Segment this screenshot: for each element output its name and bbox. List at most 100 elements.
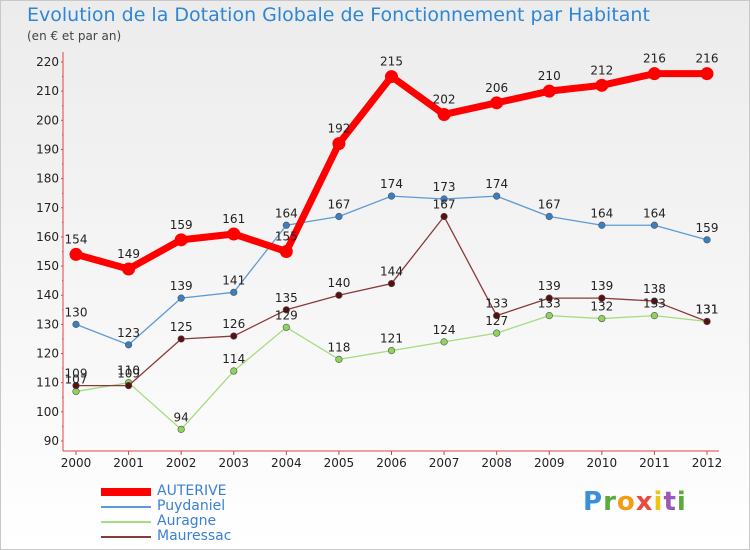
data-label-auragne: 132	[590, 300, 613, 314]
y-tick-label: 110	[36, 376, 59, 390]
x-tick-label: 2005	[324, 456, 355, 470]
data-point-mauressac[interactable]	[703, 317, 711, 326]
data-label-auterive: 161	[222, 212, 245, 226]
data-point-mauressac[interactable]	[72, 382, 80, 390]
data-label-puydaniel: 130	[65, 305, 88, 319]
data-label-puydaniel: 174	[380, 177, 403, 191]
data-point-mauressac[interactable]	[177, 335, 185, 343]
data-point-puydaniel[interactable]	[545, 212, 553, 221]
data-point-mauressac[interactable]	[387, 279, 396, 288]
data-point-mauressac[interactable]	[440, 212, 448, 221]
y-tick-label: 140	[36, 288, 59, 302]
data-label-auterive: 212	[590, 63, 613, 77]
legend-item-mauressac[interactable]: Mauressac	[101, 529, 231, 544]
data-point-puydaniel[interactable]	[493, 192, 501, 200]
legend-swatch-auterive	[101, 487, 151, 496]
data-label-mauressac: 144	[380, 265, 403, 279]
data-point-puydaniel[interactable]	[282, 221, 290, 229]
data-point-auterive[interactable]	[542, 84, 556, 98]
data-label-auragne: 127	[485, 314, 508, 328]
data-point-auterive[interactable]	[69, 247, 83, 261]
data-point-auterive[interactable]	[227, 227, 241, 241]
logo-letter: P	[583, 487, 604, 517]
y-tick-label: 150	[36, 259, 59, 273]
data-point-mauressac[interactable]	[282, 306, 290, 314]
data-point-puydaniel[interactable]	[335, 212, 343, 221]
data-point-mauressac[interactable]	[650, 297, 659, 305]
data-point-auragne[interactable]	[335, 355, 343, 363]
data-point-auragne[interactable]	[650, 312, 659, 320]
data-point-puydaniel[interactable]	[387, 192, 396, 200]
data-point-puydaniel[interactable]	[124, 341, 133, 349]
logo-letter: o	[616, 487, 636, 517]
x-tick-label: 2011	[639, 456, 670, 470]
data-point-auragne[interactable]	[177, 425, 185, 433]
data-point-mauressac[interactable]	[335, 291, 343, 299]
y-axis-ticks: 90 100 110 120 130 140 150 160 170 180 190 200 210 22…	[36, 55, 63, 448]
data-label-mauressac: 126	[222, 317, 245, 331]
series-mauressac	[72, 212, 711, 390]
legend-item-auragne[interactable]: Auragne	[101, 514, 231, 529]
data-point-auragne[interactable]	[493, 329, 501, 337]
x-tick-label: 2012	[692, 456, 723, 470]
legend-item-auterive[interactable]: AUTERIVE	[101, 484, 231, 499]
data-point-auterive[interactable]	[332, 137, 346, 151]
data-point-puydaniel[interactable]	[440, 195, 448, 203]
data-label-puydaniel: 164	[275, 206, 298, 220]
series-line-auterive	[75, 70, 707, 273]
data-point-auterive[interactable]	[437, 107, 451, 121]
data-point-puydaniel[interactable]	[72, 320, 80, 328]
data-point-auterive[interactable]	[122, 262, 136, 276]
data-point-mauressac[interactable]	[230, 332, 238, 340]
legend-item-puydaniel[interactable]: Puydaniel	[101, 499, 231, 514]
data-point-auterive[interactable]	[279, 245, 293, 258]
data-point-mauressac[interactable]	[545, 294, 553, 302]
data-point-puydaniel[interactable]	[598, 221, 606, 229]
data-label-auterive: 206	[485, 81, 508, 95]
x-tick-label: 2010	[587, 456, 618, 470]
data-point-mauressac[interactable]	[493, 312, 501, 320]
data-label-auragne: 133	[643, 297, 666, 311]
data-label-auragne: 118	[327, 340, 350, 354]
data-point-puydaniel[interactable]	[703, 236, 711, 244]
data-point-puydaniel[interactable]	[177, 294, 185, 302]
data-label-puydaniel: 141	[222, 273, 245, 287]
logo-letter: i	[653, 487, 664, 517]
data-point-puydaniel[interactable]	[650, 221, 659, 229]
legend-swatch-mauressac	[101, 535, 151, 538]
data-label-mauressac: 109	[65, 367, 88, 381]
x-tick-label: 2007	[429, 456, 460, 470]
data-point-auragne[interactable]	[282, 323, 290, 331]
data-label-mauressac: 167	[433, 198, 456, 212]
data-point-mauressac[interactable]	[124, 382, 133, 390]
data-point-auragne[interactable]	[230, 367, 238, 375]
data-labels: 107 110 94 114 129 118 121 124 127 133 132 133 131 10…	[65, 52, 719, 425]
data-point-auterive[interactable]	[595, 78, 609, 92]
data-point-auterive[interactable]	[174, 233, 188, 247]
data-point-auterive[interactable]	[647, 67, 661, 81]
legend-label-mauressac: Mauressac	[157, 528, 232, 544]
data-label-auterive: 192	[327, 122, 350, 136]
data-point-mauressac[interactable]	[598, 294, 606, 302]
data-label-puydaniel: 139	[170, 279, 193, 293]
chart-title: Evolution de la Dotation Globale de Fonc…	[27, 4, 650, 26]
data-point-auterive[interactable]	[385, 70, 398, 84]
x-tick-label: 2006	[376, 456, 407, 470]
data-point-auragne[interactable]	[545, 312, 553, 320]
data-point-auterive[interactable]	[490, 96, 504, 110]
logo-letter: x	[635, 487, 654, 517]
data-label-mauressac: 140	[327, 276, 350, 290]
proxiti-logo: Proxiti	[583, 487, 687, 517]
data-point-auterive[interactable]	[700, 67, 714, 81]
logo-letter: r	[603, 487, 617, 517]
y-tick-label: 180	[36, 172, 59, 186]
data-point-auragne[interactable]	[440, 338, 448, 346]
data-label-puydaniel: 167	[538, 198, 561, 212]
data-point-puydaniel[interactable]	[230, 288, 238, 296]
x-tick-label: 2003	[218, 456, 249, 470]
data-point-auragne[interactable]	[598, 314, 606, 323]
y-tick-label: 100	[36, 405, 59, 419]
data-label-auragne: 110	[117, 364, 140, 378]
data-point-auragne[interactable]	[387, 347, 396, 355]
x-tick-label: 2001	[113, 456, 144, 470]
